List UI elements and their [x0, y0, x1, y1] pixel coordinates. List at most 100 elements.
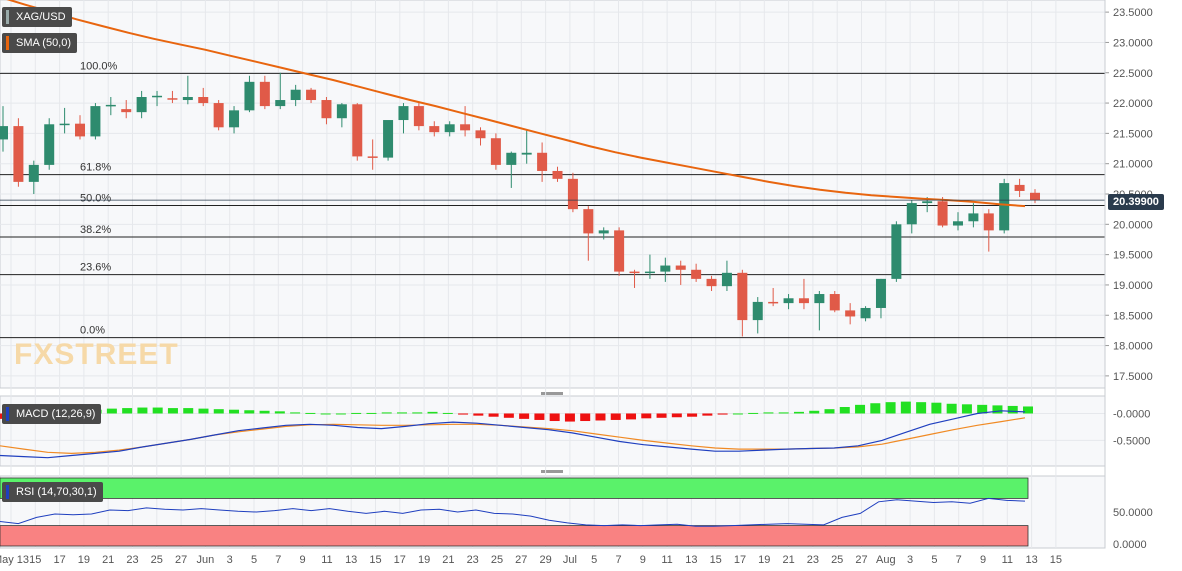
date-tick-label: 3 [227, 554, 233, 566]
candle-body [398, 106, 409, 121]
candle-body [798, 298, 809, 304]
candle-body [367, 156, 378, 158]
macd-histogram-bar [488, 413, 499, 417]
pane-splitter [541, 470, 563, 473]
macd-histogram-bar [580, 413, 591, 422]
date-tick-label: 25 [491, 554, 503, 566]
date-tick-label: 5 [251, 554, 257, 566]
macd-tick-label: -0.5000 [1113, 435, 1150, 447]
macd-histogram-bar [106, 408, 117, 414]
sma-legend[interactable]: SMA (50,0) [2, 33, 78, 53]
candle-body [1014, 184, 1025, 191]
date-tick-label: 19 [78, 554, 90, 566]
macd-histogram-bar [977, 404, 988, 414]
candle-body [567, 178, 578, 210]
date-tick-label: 27 [855, 554, 867, 566]
date-tick-label: Jun [197, 554, 215, 566]
date-tick-label: 13 [685, 554, 697, 566]
macd-histogram-bar [259, 410, 270, 414]
macd-histogram-bar [442, 412, 453, 414]
candle-body [691, 269, 702, 279]
rsi-label: RSI (14,70,30,1) [16, 486, 97, 498]
macd-histogram-bar [900, 401, 911, 414]
candle-body [521, 152, 532, 155]
candle-body [891, 224, 902, 279]
date-tick-label: 11 [661, 554, 672, 566]
date-tick-label: 27 [175, 554, 187, 566]
candle-body [552, 170, 563, 179]
candle-body [537, 152, 548, 171]
candle-body [999, 183, 1010, 231]
price-tick-label: 22.0000 [1113, 98, 1153, 110]
macd-histogram-bar [946, 403, 957, 414]
price-tick-label: 19.5000 [1113, 250, 1153, 262]
macd-histogram-bar [626, 413, 637, 420]
macd-legend[interactable]: MACD (12,26,9) [2, 404, 102, 424]
fib-level-label: 23.6% [80, 262, 111, 274]
candle-body [352, 104, 363, 157]
sma-label: SMA (50,0) [16, 37, 72, 49]
macd-histogram-bar [564, 413, 575, 422]
macd-histogram-bar [702, 413, 713, 416]
candle-body [136, 97, 147, 113]
macd-histogram-bar [839, 407, 850, 414]
date-tick-label: 23 [126, 554, 138, 566]
candle-body [490, 138, 501, 165]
symbol-legend[interactable]: XAG/USD [2, 7, 72, 27]
macd-histogram-bar [610, 413, 621, 420]
candle-body [460, 124, 471, 131]
price-tick-label: 20.0000 [1113, 219, 1153, 231]
rsi-overbought-zone [0, 477, 1029, 499]
candle-body [875, 278, 886, 308]
rsi-tick-label: 50.0000 [1113, 507, 1153, 519]
date-tick-label: 17 [734, 554, 746, 566]
macd-histogram-bar [717, 413, 728, 415]
candle-body [121, 109, 132, 113]
fib-level-label: 38.2% [80, 224, 111, 236]
candle-body [229, 110, 240, 128]
macd-histogram-bar [122, 408, 133, 414]
macd-tick-label: -0.0000 [1113, 408, 1150, 420]
macd-histogram-bar [351, 412, 362, 414]
candle-body [644, 271, 655, 274]
candle-body [614, 230, 625, 272]
macd-histogram-bar [366, 412, 377, 414]
rsi-legend[interactable]: RSI (14,70,30,1) [2, 482, 103, 502]
macd-histogram-bar [183, 408, 194, 414]
macd-histogram-bar [855, 404, 866, 414]
symbol-label: XAG/USD [16, 11, 66, 23]
date-tick-label: 21 [102, 554, 114, 566]
candle-body [275, 100, 286, 107]
date-tick-label: 19 [418, 554, 430, 566]
macd-histogram-bar [396, 412, 407, 414]
price-tick-label: 17.5000 [1113, 371, 1153, 383]
price-tick-label: 18.0000 [1113, 341, 1153, 353]
date-tick-label: 13 [345, 554, 357, 566]
date-tick-label: 15 [369, 554, 381, 566]
candle-body [44, 124, 55, 165]
macd-histogram-bar [229, 409, 240, 414]
macd-histogram-bar [320, 413, 331, 415]
macd-histogram-bar [213, 409, 224, 414]
price-tick-label: 23.5000 [1113, 7, 1153, 19]
candle-body [336, 104, 347, 119]
date-tick-label: 21 [442, 554, 454, 566]
candle-body [906, 203, 917, 225]
candle-body [814, 294, 825, 304]
date-tick-label: 21 [782, 554, 794, 566]
price-tick-label: 18.5000 [1113, 310, 1153, 322]
macd-histogram-bar [519, 413, 530, 419]
date-tick-label: 13 [1025, 554, 1037, 566]
date-tick-label: 3 [907, 554, 913, 566]
candle-body [383, 120, 394, 158]
date-tick-label: 9 [980, 554, 986, 566]
macd-histogram-bar [793, 411, 804, 414]
date-tick-label: 17 [394, 554, 406, 566]
candle-body [152, 95, 163, 98]
candle-body [306, 89, 317, 101]
macd-histogram-bar [732, 413, 743, 415]
macd-histogram-bar [198, 408, 209, 414]
date-tick-label: 23 [467, 554, 479, 566]
macd-histogram-bar [1007, 405, 1018, 414]
